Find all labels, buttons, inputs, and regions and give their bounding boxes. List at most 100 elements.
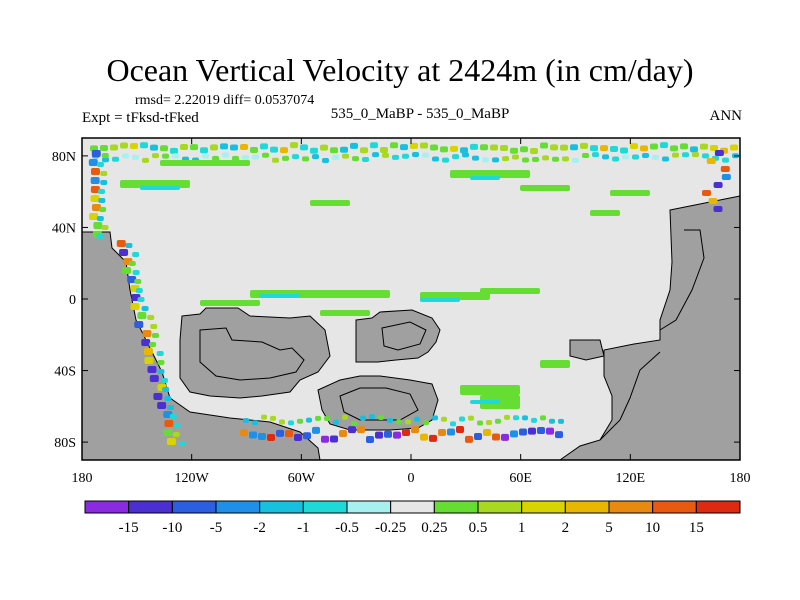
velocity-cell — [555, 431, 563, 439]
velocity-cell — [242, 154, 249, 160]
velocity-cell — [280, 147, 288, 154]
velocity-cell — [99, 207, 107, 212]
velocity-cell — [262, 152, 269, 158]
velocity-cell — [492, 433, 500, 441]
velocity-cell — [562, 156, 569, 162]
colorbar-label: 10 — [645, 520, 660, 536]
velocity-cell — [713, 182, 723, 188]
velocity-cell — [378, 414, 384, 420]
velocity-cell — [472, 155, 479, 161]
velocity-cell — [162, 153, 169, 159]
velocity-cell — [142, 157, 149, 163]
velocity-cell — [339, 429, 347, 437]
velocity-cell — [542, 155, 549, 161]
colorbar-label: 1 — [518, 520, 526, 536]
velocity-cell — [522, 415, 528, 421]
velocity-cell — [170, 147, 178, 154]
velocity-cell — [412, 152, 419, 158]
velocity-cell — [692, 152, 699, 158]
velocity-cell — [302, 156, 309, 162]
velocity-cell — [340, 146, 348, 153]
velocity-cell — [91, 150, 101, 157]
velocity-cell — [320, 310, 370, 316]
velocity-cell — [432, 415, 438, 421]
experiment-label: Expt = tFksd-tFked — [82, 110, 199, 126]
velocity-cell — [96, 234, 104, 239]
velocity-cell — [315, 415, 321, 421]
colorbar-label: 2 — [562, 520, 570, 536]
colorbar-swatch — [302, 500, 348, 514]
y-tick-label: 0 — [69, 293, 76, 308]
colorbar-label: -1 — [297, 520, 310, 536]
velocity-cell — [190, 144, 198, 151]
velocity-cell — [652, 155, 659, 161]
velocity-cell — [520, 185, 570, 191]
velocity-cell — [460, 385, 520, 395]
velocity-cell — [220, 143, 228, 150]
velocity-cell — [128, 261, 136, 266]
velocity-cell — [141, 339, 151, 346]
velocity-cell — [312, 154, 319, 160]
velocity-cell — [520, 146, 528, 153]
velocity-cell — [303, 432, 311, 440]
velocity-cell — [482, 157, 489, 163]
velocity-cell — [480, 144, 488, 151]
velocity-cell — [512, 154, 519, 160]
velocity-cell — [384, 430, 392, 438]
velocity-cell — [101, 153, 109, 158]
velocity-cell — [540, 360, 570, 368]
velocity-cell — [152, 153, 159, 159]
velocity-cell — [456, 426, 464, 434]
velocity-cell — [272, 157, 279, 163]
velocity-cell — [100, 171, 108, 176]
colorbar-swatch — [608, 500, 654, 514]
velocity-cell — [530, 147, 538, 154]
velocity-cell — [375, 431, 383, 439]
velocity-cell — [540, 415, 546, 421]
velocity-cell — [474, 433, 482, 441]
velocity-cell — [100, 180, 108, 185]
velocity-cell — [140, 186, 180, 190]
y-tick-label: 40S — [54, 365, 76, 380]
colorbar-swatch — [521, 500, 566, 514]
colorbar-label: -5 — [210, 520, 223, 536]
velocity-cell — [393, 431, 401, 439]
velocity-cell — [710, 144, 718, 151]
velocity-cell — [610, 190, 650, 196]
map-panel — [81, 137, 741, 461]
velocity-cell — [310, 200, 350, 206]
velocity-cell — [162, 387, 170, 392]
velocity-cell — [662, 156, 669, 162]
velocity-cell — [552, 156, 559, 162]
velocity-cell — [330, 147, 338, 154]
velocity-cell — [96, 162, 104, 167]
velocity-cell — [270, 415, 276, 421]
velocity-cell — [702, 190, 712, 196]
velocity-cell — [360, 415, 366, 421]
velocity-cell — [612, 156, 619, 162]
velocity-cell — [166, 405, 174, 410]
velocity-cell — [342, 414, 348, 420]
velocity-cell — [142, 330, 152, 337]
velocity-cell — [164, 420, 174, 427]
velocity-cell — [702, 153, 709, 159]
velocity-cell — [290, 142, 298, 149]
x-tick-label: 120E — [616, 471, 646, 486]
velocity-cell — [531, 417, 537, 423]
velocity-cell — [470, 400, 500, 404]
velocity-cell — [352, 156, 359, 162]
velocity-cell — [477, 420, 483, 426]
velocity-cell — [450, 421, 456, 427]
velocity-cell — [410, 142, 418, 149]
velocity-cell — [537, 427, 545, 435]
velocity-cell — [660, 142, 668, 149]
velocity-cell — [706, 158, 716, 164]
velocity-cell — [285, 430, 293, 438]
velocity-cell — [110, 144, 118, 151]
velocity-cell — [441, 416, 447, 422]
velocity-cell — [232, 155, 239, 161]
velocity-cell — [157, 360, 165, 365]
velocity-cell — [380, 146, 388, 153]
velocity-cell — [150, 324, 158, 329]
